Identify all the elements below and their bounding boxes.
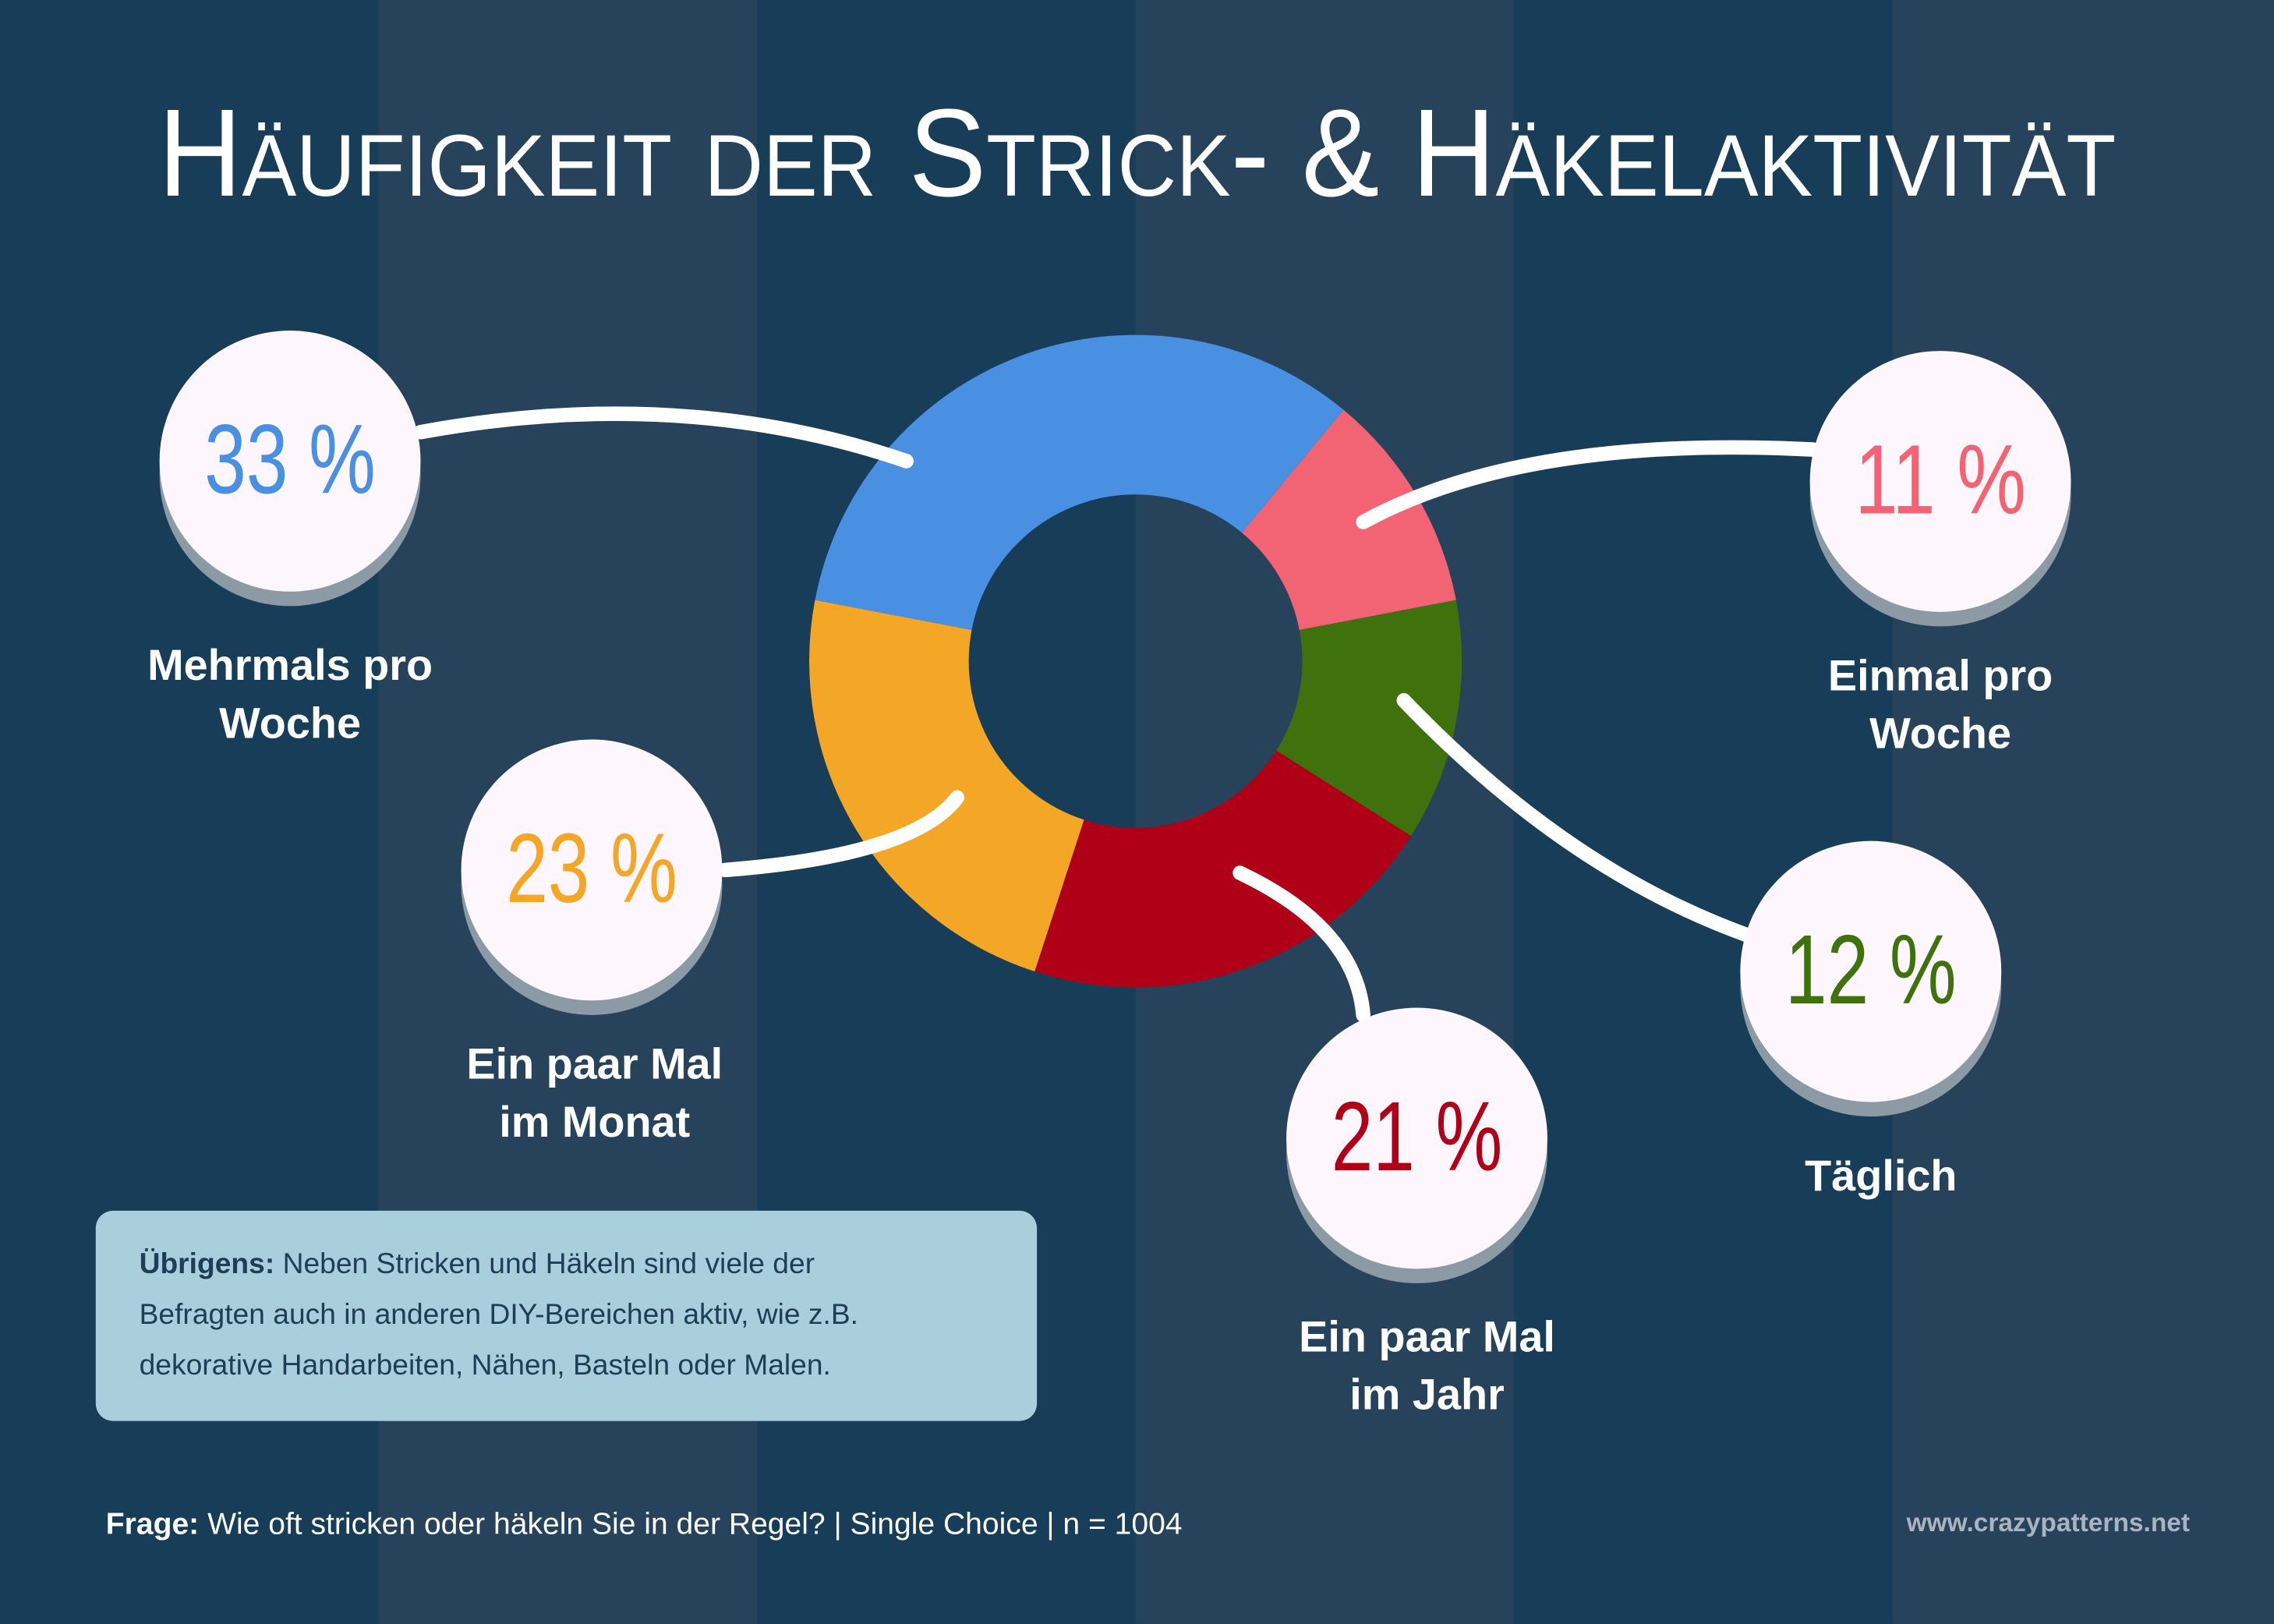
- note-text: Neben Stricken und Häkeln sind viele der: [282, 1248, 815, 1281]
- footer-lead: Frage:: [105, 1508, 200, 1541]
- connector: [1356, 440, 1820, 529]
- value-label: 33 %: [204, 404, 376, 514]
- note-box: Übrigens: Neben Stricken und Häkeln sind…: [95, 1210, 1038, 1421]
- donut-segment: [1276, 600, 1462, 837]
- category-label: Mehrmals pro Woche: [147, 642, 433, 748]
- source: www.crazypatterns.net: [1906, 1508, 2191, 1537]
- donut-segment: [1241, 409, 1456, 630]
- bubble: [1809, 351, 2071, 612]
- value-label: 23 %: [506, 813, 677, 923]
- note-line: Befragten auch in anderen DIY-Bereichen …: [139, 1299, 859, 1332]
- value-label: 21 %: [1332, 1081, 1503, 1191]
- category-label: Einmal pro Woche: [1827, 652, 2053, 759]
- footer-text: Wie oft stricken oder häkeln Sie in der …: [207, 1508, 1183, 1541]
- footer: Frage: Wie oft stricken oder häkeln Sie …: [106, 1508, 1183, 1543]
- bubble: [1740, 840, 2002, 1102]
- connector: [1232, 865, 1370, 1023]
- donut-segment: [815, 334, 1344, 630]
- category-label: Ein paar Mal im Jahr: [1299, 1313, 1555, 1420]
- connector: [1396, 692, 1755, 943]
- bubble: [159, 331, 421, 592]
- bubble: [461, 739, 723, 1001]
- category-label: Ein paar Mal im Monat: [466, 1041, 723, 1148]
- value-label: 11 %: [1855, 424, 2026, 534]
- stripe: [1892, 0, 2274, 1624]
- chart-title: Häufigkeit der Strick- & Häkelaktivität: [158, 83, 2116, 222]
- value-label: 12 %: [1785, 915, 1957, 1024]
- note-line: dekorative Handarbeiten, Nähen, Basteln …: [139, 1350, 831, 1382]
- connector: [717, 790, 965, 878]
- category-label: Täglich: [1805, 1152, 1957, 1201]
- note-lead: Übrigens:: [139, 1248, 275, 1281]
- bubble: [1286, 1007, 1547, 1269]
- note-line: Übrigens: Neben Stricken und Häkeln sind…: [140, 1240, 994, 1290]
- connector: [413, 406, 914, 469]
- donut-segment: [809, 600, 1084, 972]
